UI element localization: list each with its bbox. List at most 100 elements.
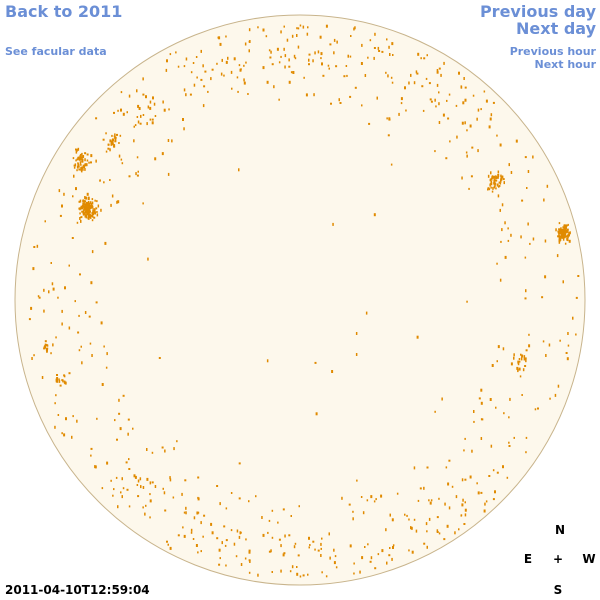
facula-point [348, 503, 351, 506]
facula-point [501, 228, 503, 232]
facula-point [61, 379, 63, 382]
facula-point [565, 352, 568, 354]
facula-point [193, 516, 196, 520]
facula-point [140, 114, 142, 118]
facula-point [169, 476, 171, 480]
previous-day-link[interactable]: Previous day [479, 2, 596, 21]
facula-point [136, 174, 139, 177]
facula-point [119, 134, 122, 137]
facula-point [84, 212, 86, 216]
facula-point [389, 547, 391, 549]
facula-point [321, 571, 323, 574]
facula-point [240, 531, 242, 534]
facula-point [489, 183, 491, 187]
facula-point [441, 397, 443, 401]
facula-point [378, 50, 381, 52]
facula-point [492, 186, 494, 190]
facula-point [75, 159, 77, 162]
facula-point [565, 231, 568, 234]
facula-point [377, 46, 380, 50]
facula-point [167, 139, 170, 142]
facula-point [528, 344, 531, 348]
facula-point [325, 575, 328, 578]
facula-point [421, 85, 424, 88]
facula-point [83, 200, 85, 204]
facula-point [237, 90, 239, 93]
back-to-year-link[interactable]: Back to 2011 [5, 2, 123, 21]
facula-point [436, 83, 439, 87]
facula-point [28, 318, 31, 321]
facula-point [297, 27, 300, 30]
facula-point [225, 60, 228, 64]
previous-hour-link[interactable]: Previous hour [509, 45, 596, 58]
facula-point [84, 167, 86, 171]
facula-point [428, 499, 430, 502]
facula-point [502, 465, 504, 469]
facula-point [480, 418, 483, 421]
facula-point [308, 546, 310, 549]
facula-point [471, 449, 473, 453]
facula-point [86, 202, 88, 206]
facula-point [48, 290, 50, 294]
facula-point [333, 561, 336, 565]
facula-point [500, 179, 502, 183]
facula-point [333, 38, 336, 42]
facula-point [556, 254, 559, 258]
compass-north-label: N [554, 523, 566, 537]
facula-point [522, 368, 525, 372]
facula-point [55, 380, 58, 383]
facula-point [68, 264, 70, 267]
facula-point [489, 117, 492, 121]
facula-point [352, 510, 354, 513]
facula-point [428, 517, 431, 521]
facula-point [567, 236, 569, 239]
facula-point [288, 65, 291, 68]
facula-point [142, 93, 145, 96]
facula-point [564, 227, 567, 231]
facula-point [491, 190, 494, 193]
facula-point [436, 69, 439, 71]
facula-point [91, 214, 93, 217]
facula-point [355, 332, 358, 335]
facula-point [490, 444, 493, 448]
facula-point [164, 449, 166, 453]
facula-point [243, 64, 245, 67]
facula-point [513, 356, 515, 360]
facula-point [415, 70, 418, 74]
facula-point [88, 203, 91, 207]
facula-point [236, 76, 239, 79]
facula-point [306, 32, 309, 36]
facula-point [367, 543, 369, 546]
facula-point [317, 549, 320, 552]
facula-point [497, 194, 500, 198]
facula-point [91, 250, 94, 254]
facula-point [443, 538, 446, 541]
facula-point [79, 217, 81, 220]
facula-point [276, 47, 279, 51]
facula-point [82, 204, 84, 207]
facula-point [111, 140, 114, 144]
see-facular-data-link[interactable]: See facular data [5, 45, 107, 58]
facula-point [494, 490, 496, 494]
facula-point [80, 168, 82, 172]
facula-point [223, 525, 226, 528]
facula-point [88, 207, 91, 211]
next-hour-link[interactable]: Next hour [534, 58, 597, 71]
facula-point [436, 70, 439, 74]
facula-point [496, 471, 499, 474]
facula-point [469, 124, 472, 128]
facula-point [33, 246, 36, 248]
next-day-link[interactable]: Next day [516, 19, 596, 38]
facula-point [135, 172, 137, 176]
facula-point [86, 192, 89, 196]
facula-point [524, 365, 527, 367]
facula-point [354, 26, 356, 30]
facula-point [442, 113, 445, 117]
facula-point [490, 182, 493, 186]
facula-point [115, 476, 118, 479]
facula-point [132, 427, 134, 430]
facula-point [166, 540, 168, 543]
facula-point [175, 51, 177, 54]
facula-point [248, 28, 251, 32]
facula-point [238, 168, 240, 172]
